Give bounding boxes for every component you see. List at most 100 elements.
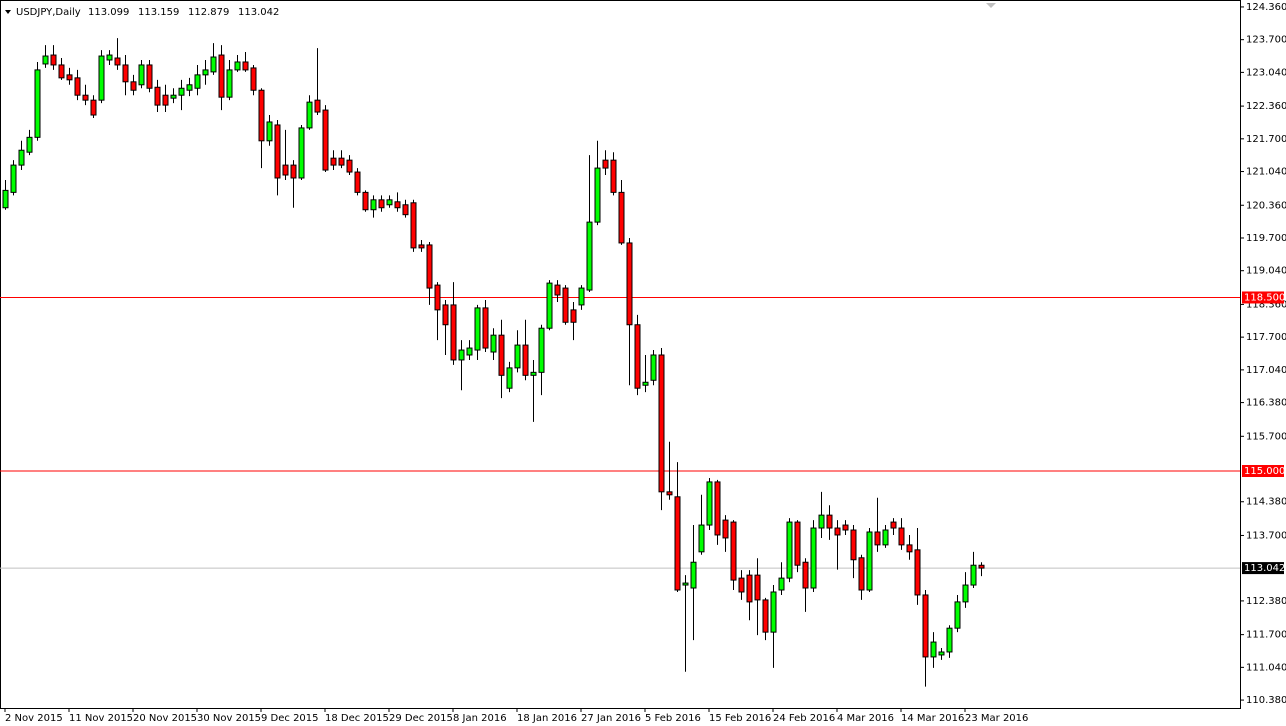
candle-body <box>690 561 697 589</box>
y-tick-label: 118.360 <box>1246 299 1286 310</box>
candle-body <box>730 521 737 581</box>
plot-frame <box>0 0 1241 709</box>
candle-body <box>34 69 41 138</box>
candle-body <box>874 531 881 546</box>
candle-body <box>778 577 785 591</box>
x-tick-label: 27 Jan 2016 <box>581 713 641 724</box>
candle-body <box>250 67 257 91</box>
y-tick-label: 123.700 <box>1246 35 1286 46</box>
y-tick-label: 112.380 <box>1246 596 1286 607</box>
candle-body <box>186 84 193 91</box>
candle-body <box>682 582 689 586</box>
candle-body <box>930 641 937 658</box>
candle-body <box>10 164 17 193</box>
y-tick-label: 114.380 <box>1246 497 1286 508</box>
price-label-box <box>1242 465 1284 478</box>
y-tick-label: 121.700 <box>1246 134 1286 145</box>
candle-body <box>490 334 497 353</box>
candle-body <box>938 651 945 656</box>
y-tick-label: 113.700 <box>1246 530 1286 541</box>
price-label: 115.000 <box>1244 466 1285 477</box>
candle-body <box>570 309 577 323</box>
candle-body <box>482 307 489 349</box>
price-label: 113.042 <box>1244 563 1285 574</box>
x-tick-label: 30 Nov 2015 <box>197 713 261 724</box>
candle-body <box>898 527 905 546</box>
candle-body <box>114 57 121 66</box>
candle-body <box>90 99 97 116</box>
candle-body <box>418 244 425 249</box>
candle-body <box>578 287 585 306</box>
candle-body <box>866 531 873 591</box>
candle-body <box>946 627 953 653</box>
candle-body <box>42 55 49 65</box>
candle-body <box>914 549 921 596</box>
x-tick-label: 9 Dec 2015 <box>261 713 319 724</box>
candle-body <box>962 584 969 603</box>
header-high: 113.159 <box>138 7 179 18</box>
candle-body <box>642 381 649 386</box>
candle-body <box>842 524 849 531</box>
candle-body <box>362 191 369 211</box>
candle-body <box>346 159 353 173</box>
y-tick-label: 111.040 <box>1246 662 1286 673</box>
candle-body <box>650 354 657 381</box>
candle-body <box>746 574 753 603</box>
candle-body <box>274 124 281 179</box>
candle-body <box>794 521 801 566</box>
candle-body <box>666 491 673 496</box>
candle-body <box>738 577 745 593</box>
candle-body <box>402 204 409 216</box>
candle-body <box>138 64 145 86</box>
candle-body <box>2 189 9 209</box>
candle-body <box>922 594 929 658</box>
candle-body <box>98 55 105 101</box>
x-tick-label: 23 Mar 2016 <box>965 713 1028 724</box>
candle-body <box>538 327 545 373</box>
candle-body <box>634 324 641 389</box>
y-tick-label: 123.040 <box>1246 67 1286 78</box>
x-tick-label: 2 Nov 2015 <box>5 713 63 724</box>
candle-body <box>306 101 313 129</box>
x-tick-label: 11 Nov 2015 <box>69 713 133 724</box>
candle-body <box>586 221 593 291</box>
candle-body <box>314 99 321 113</box>
candle-body <box>122 64 129 83</box>
candle-body <box>298 127 305 179</box>
candle-body <box>354 171 361 193</box>
candle-body <box>754 574 761 601</box>
candle-body <box>658 354 665 493</box>
candle-body <box>770 591 777 633</box>
candle-body <box>410 202 417 249</box>
candle-body <box>522 344 529 376</box>
candle-body <box>170 94 177 99</box>
candle-body <box>466 347 473 356</box>
candle-body <box>554 284 561 296</box>
candle-body <box>802 561 809 589</box>
candle-body <box>226 69 233 98</box>
candle-body <box>594 167 601 223</box>
candle-body <box>242 61 249 71</box>
candle-body <box>610 159 617 193</box>
candle-body <box>202 69 209 76</box>
y-tick-label: 111.700 <box>1246 630 1286 641</box>
candle-body <box>282 164 289 176</box>
y-tick-label: 115.700 <box>1246 431 1286 442</box>
candle-body <box>562 287 569 323</box>
candle-body <box>530 371 537 376</box>
price-label-box <box>1242 562 1284 575</box>
candle-body <box>546 282 553 329</box>
candle-body <box>18 149 25 166</box>
candle-body <box>858 557 865 591</box>
candle-body <box>74 77 81 96</box>
candle-body <box>386 199 393 206</box>
candle-body <box>498 334 505 376</box>
candle-body <box>818 514 825 529</box>
x-tick-label: 15 Feb 2016 <box>709 713 771 724</box>
candle-body <box>234 61 241 71</box>
y-tick-label: 120.360 <box>1246 200 1286 211</box>
candle-body <box>626 242 633 326</box>
candle-body <box>218 54 225 98</box>
candle-body <box>970 564 977 586</box>
